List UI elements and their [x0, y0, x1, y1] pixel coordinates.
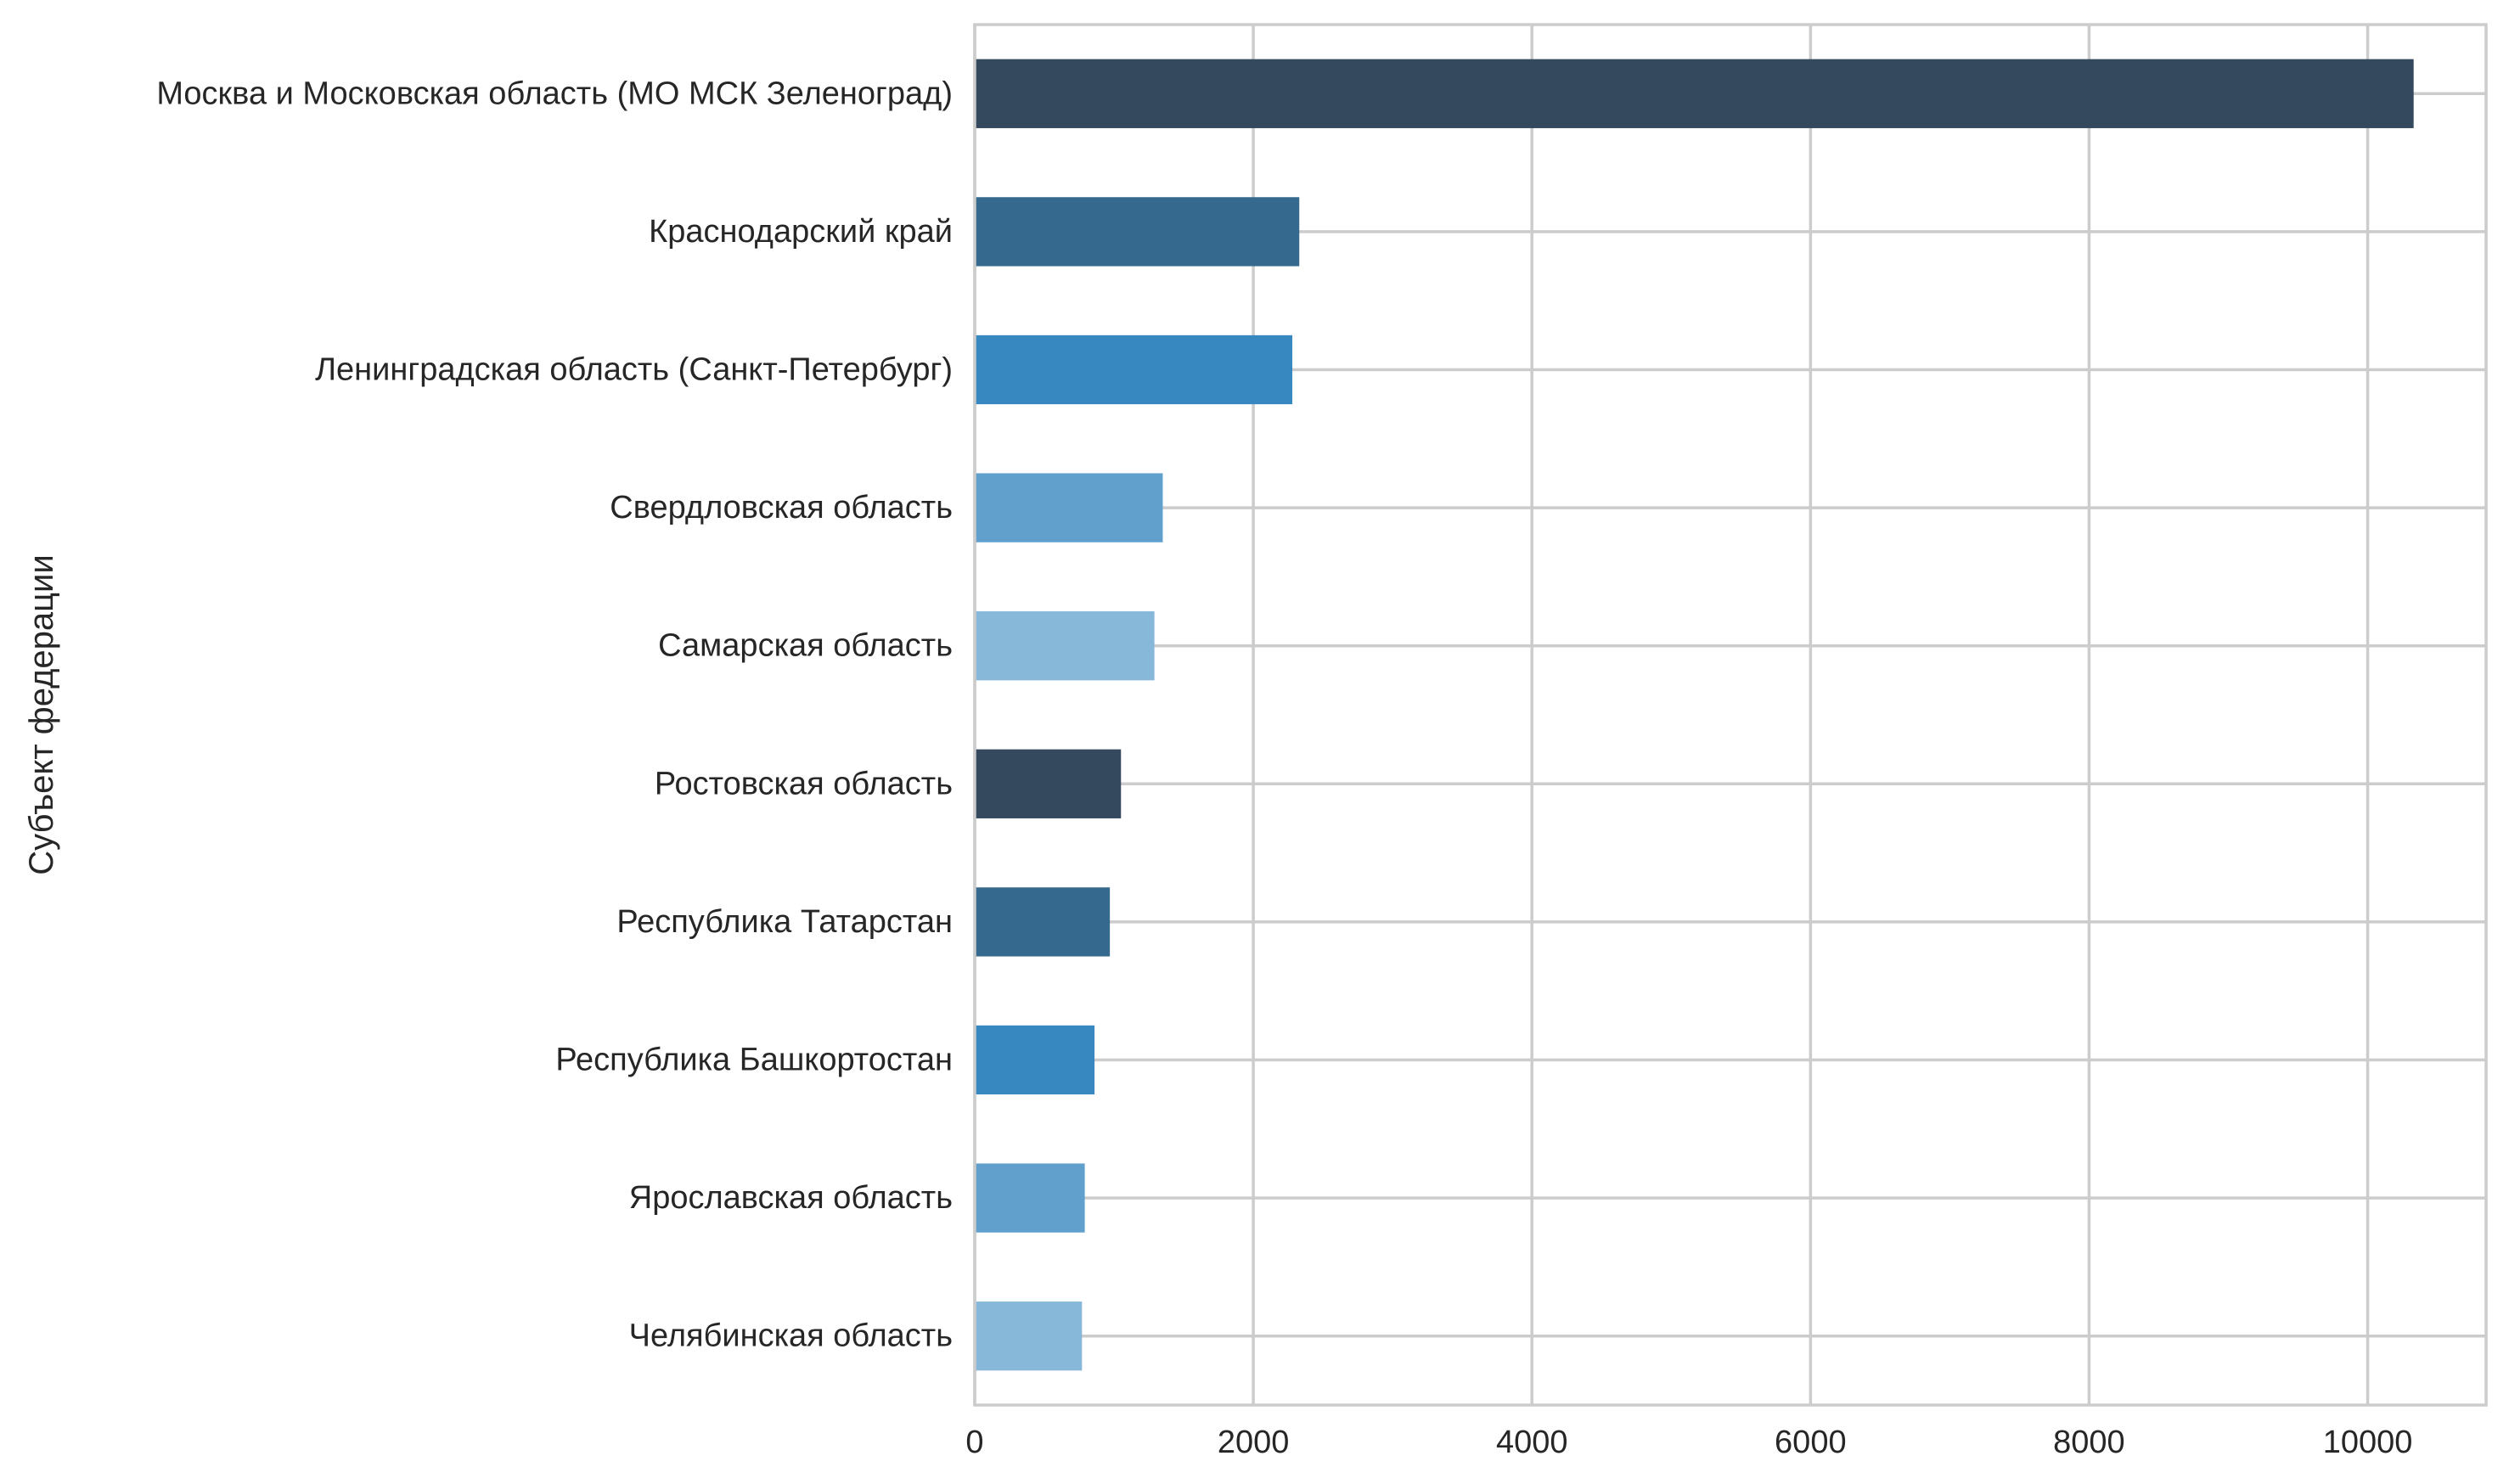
category-label: Свердловская область — [610, 490, 953, 526]
x-tick-label: 0 — [965, 1425, 983, 1460]
bar — [975, 1301, 1083, 1371]
category-label: Челябинская область — [629, 1318, 953, 1354]
category-label: Москва и Московская область (МО МСК Зеле… — [156, 76, 953, 111]
bar — [975, 1025, 1095, 1095]
x-tick-labels: 0 2000 4000 6000 8000 10000 — [965, 1425, 2412, 1460]
bars — [975, 59, 2414, 1371]
category-label: Ярославская область — [629, 1180, 953, 1216]
category-label: Самарская область — [658, 628, 953, 664]
category-label: Краснодарский край — [649, 214, 953, 250]
bar — [975, 749, 1122, 818]
category-label: Республика Татарстан — [616, 904, 953, 940]
x-tick-label: 4000 — [1496, 1425, 1568, 1460]
category-label: Ленинградская область (Санкт-Петербург) — [315, 352, 953, 388]
category-label: Ростовская область — [655, 766, 953, 801]
bar — [975, 611, 1155, 681]
bar — [975, 473, 1163, 542]
x-tick-label: 2000 — [1218, 1425, 1290, 1460]
plot-frame — [973, 23, 2488, 1407]
x-tick-label: 10000 — [2323, 1425, 2413, 1460]
y-axis-title: Субъект федерации — [23, 554, 60, 875]
x-tick-label: 6000 — [1775, 1425, 1847, 1460]
bar — [975, 887, 1111, 957]
category-labels: Москва и Московская область (МО МСК Зеле… — [156, 76, 953, 1353]
bar — [975, 59, 2414, 128]
bar — [975, 1163, 1085, 1233]
bar — [975, 197, 1300, 267]
x-tick-label: 8000 — [2053, 1425, 2125, 1460]
grid-lines — [973, 25, 2486, 1405]
category-label: Республика Башкортостан — [555, 1043, 953, 1078]
bar — [975, 334, 1293, 405]
